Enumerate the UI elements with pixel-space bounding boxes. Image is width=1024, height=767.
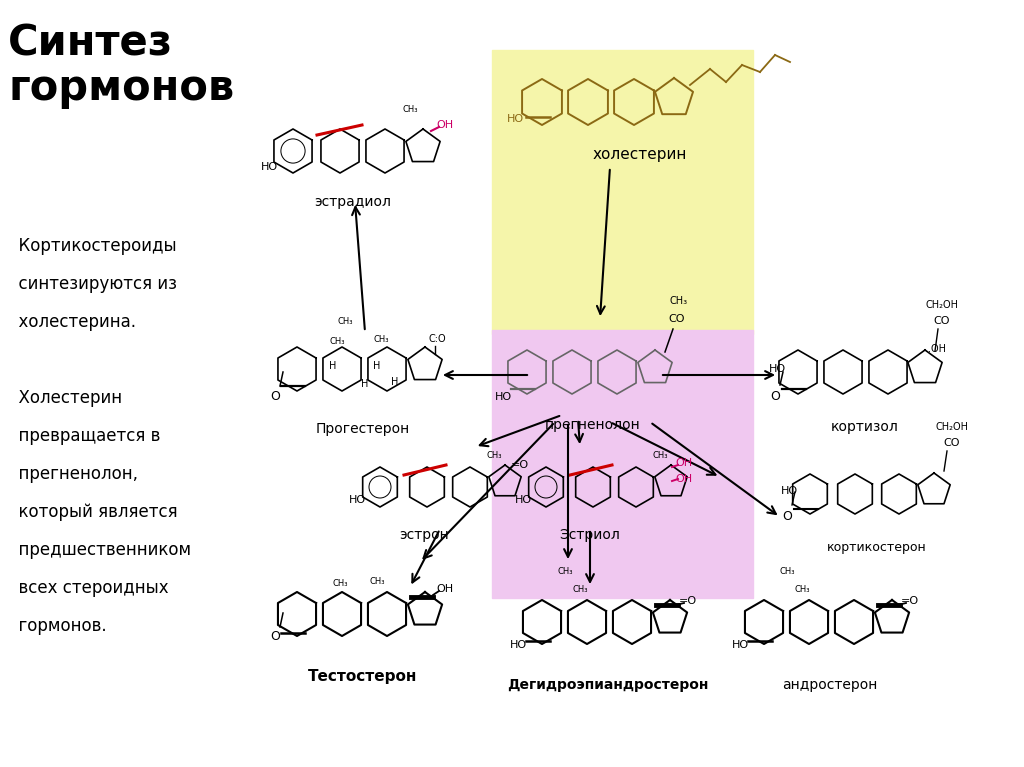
Text: НО: НО (780, 486, 798, 496)
Text: Синтез
гормонов: Синтез гормонов (8, 22, 234, 110)
Text: CH₂ОН: CH₂ОН (936, 422, 969, 432)
Text: НО: НО (495, 392, 512, 402)
Text: НО: НО (768, 364, 785, 374)
Text: андростерон: андростерон (782, 678, 878, 692)
Text: C:O: C:O (428, 334, 445, 344)
Text: эстрадиол: эстрадиол (314, 195, 391, 209)
Text: Тестостерон: Тестостерон (308, 670, 418, 684)
Text: O: O (270, 390, 280, 403)
Text: CH₃: CH₃ (402, 104, 418, 114)
Text: гормонов.: гормонов. (8, 617, 106, 635)
Text: НО: НО (514, 495, 531, 505)
Text: CO: CO (944, 438, 961, 448)
Text: всех стероидных: всех стероидных (8, 579, 169, 597)
Text: CH₃: CH₃ (670, 296, 688, 306)
Text: H: H (361, 379, 369, 389)
Text: холестерина.: холестерина. (8, 313, 136, 331)
Text: CH₃: CH₃ (370, 577, 385, 585)
Text: CH₃: CH₃ (557, 568, 572, 577)
Text: прегненолон,: прегненолон, (8, 465, 138, 483)
Text: Прогестерон: Прогестерон (315, 422, 411, 436)
Text: НО: НО (348, 495, 366, 505)
Text: CH₃: CH₃ (330, 337, 345, 347)
Text: CO: CO (934, 316, 950, 326)
Text: Эстриол: Эстриол (559, 528, 621, 542)
Text: CH₃: CH₃ (795, 584, 810, 594)
Text: холестерин: холестерин (593, 147, 687, 163)
Text: CH₃: CH₃ (572, 584, 588, 594)
Bar (492, 50, 753, 334)
Text: H: H (391, 377, 398, 387)
Text: CH₂ОН: CH₂ОН (926, 300, 958, 310)
Text: ОН: ОН (676, 458, 692, 468)
Text: НО: НО (509, 640, 526, 650)
Text: CH₃: CH₃ (486, 450, 502, 459)
Text: =O: =O (679, 596, 697, 606)
Text: Холестерин: Холестерин (8, 389, 122, 407)
Text: CH₃: CH₃ (652, 450, 668, 459)
Text: CH₃: CH₃ (374, 334, 389, 344)
Text: который является: который является (8, 503, 177, 521)
Text: кортизол: кортизол (831, 420, 899, 434)
Text: O: O (270, 630, 280, 644)
Text: кортикостерон: кортикостерон (827, 541, 927, 554)
Text: CH₃: CH₃ (779, 568, 795, 577)
Text: НО: НО (260, 162, 278, 172)
Text: Дегидроэпиандростерон: Дегидроэпиандростерон (507, 678, 709, 692)
Text: эстрон: эстрон (399, 528, 449, 542)
Text: НО: НО (731, 640, 749, 650)
Text: синтезируются из: синтезируются из (8, 275, 177, 293)
Text: ..ОН: ..ОН (926, 344, 946, 354)
Text: =O: =O (901, 596, 920, 606)
Text: =O: =O (511, 460, 529, 470)
Text: O: O (782, 511, 792, 524)
Text: прегненолон: прегненолон (545, 418, 641, 432)
Text: Кортикостероиды: Кортикостероиды (8, 237, 176, 255)
Text: ОН: ОН (436, 120, 454, 130)
Text: O: O (770, 390, 780, 403)
Text: CH₃: CH₃ (332, 580, 348, 588)
Text: НО: НО (507, 114, 523, 124)
Text: превращается в: превращается в (8, 427, 161, 445)
Text: ОН: ОН (676, 474, 692, 484)
Text: CO: CO (669, 314, 685, 324)
Text: H: H (330, 361, 337, 371)
Text: ОН: ОН (436, 584, 454, 594)
Text: предшественником: предшественником (8, 541, 191, 559)
Text: CH₃: CH₃ (337, 318, 352, 327)
Bar (492, 330, 753, 598)
Text: H: H (374, 361, 381, 371)
